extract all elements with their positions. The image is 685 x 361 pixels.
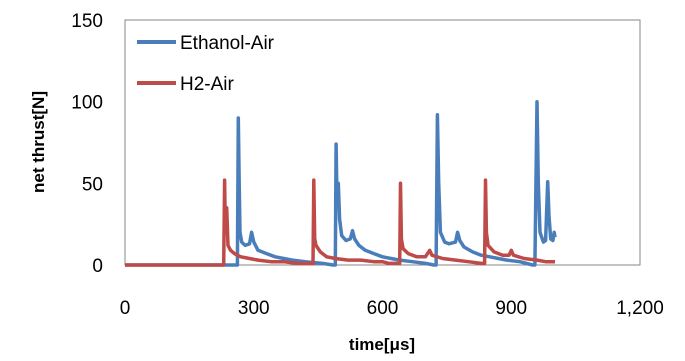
y-tick-label: 150 [71, 11, 103, 32]
x-tick-label: 900 [495, 298, 527, 319]
y-axis-title: net thrust[N] [29, 91, 48, 193]
legend: Ethanol-Air H2-Air [137, 33, 275, 95]
y-tick-label: 50 [82, 174, 103, 195]
y-tick-labels: 0 50 100 150 [71, 11, 103, 277]
x-tick-labels: 0 300 600 900 1,200 [120, 298, 664, 319]
x-tick-label: 600 [367, 298, 399, 319]
x-axis-title: time[μs] [349, 335, 415, 354]
plot-area [124, 19, 641, 266]
x-tick-label: 0 [120, 298, 131, 319]
x-tick-label: 1,200 [616, 298, 664, 319]
legend-label-ethanol-air: Ethanol-Air [180, 33, 275, 54]
y-tick-label: 100 [71, 93, 103, 114]
series-layer [125, 99, 557, 267]
legend-label-h2-air: H2-Air [180, 74, 235, 95]
y-tick-label: 0 [92, 256, 103, 277]
x-tick-label: 300 [238, 298, 270, 319]
series-line-h2-air [125, 178, 556, 267]
series-line-ethanol-air [125, 99, 557, 267]
